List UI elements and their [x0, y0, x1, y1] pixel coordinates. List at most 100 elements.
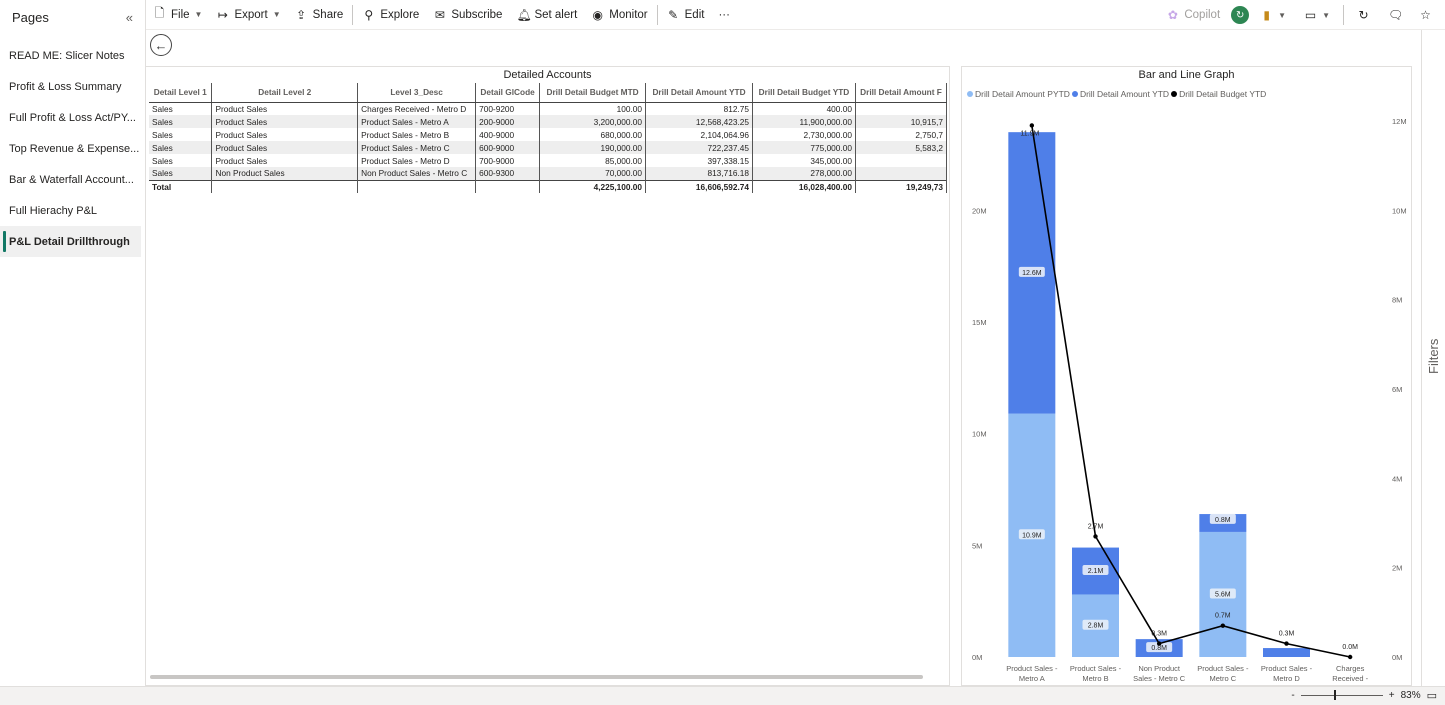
chevron-down-icon: ▼ [194, 10, 203, 19]
total-cell [357, 179, 477, 193]
copilot-icon: ✿ [1167, 8, 1178, 22]
favorite-button[interactable]: ☆ [1412, 0, 1439, 30]
zoom-in-button[interactable]: + [1388, 690, 1395, 701]
column-header[interactable]: Drill Detail Amount YTD [645, 83, 753, 103]
data-label-budget: 0.7M [1215, 613, 1231, 620]
fit-page-icon[interactable]: ▭ [1426, 690, 1437, 702]
y-right-tick-label: 8M [1392, 296, 1402, 305]
monitor-label: Monitor [609, 8, 648, 21]
legend-label: Drill Detail Amount YTD [1079, 89, 1170, 99]
refresh-icon: ↻ [1358, 8, 1369, 22]
column-header[interactable]: Drill Detail Budget MTD [539, 83, 647, 103]
table-cell: 700-9000 [475, 154, 541, 167]
report-canvas: ← Detailed Accounts Detail Level 1 Detail… [146, 30, 1421, 687]
column-header[interactable]: Detail Level 2 [211, 83, 359, 103]
bar-and-line-chart[interactable]: Bar and Line Graph Drill Detail Amount P… [961, 66, 1412, 687]
table-cell: 100.00 [539, 102, 647, 115]
bookmark-menu[interactable]: ▮ ▼ [1253, 0, 1293, 30]
export-label: Export [234, 8, 268, 21]
x-category-label: Product Sales - [1197, 664, 1249, 673]
x-category-label: Metro A [1019, 674, 1045, 683]
table-cell: Product Sales - Metro C [357, 141, 477, 154]
x-category-label: Metro D [1337, 684, 1364, 687]
toolbar: 🗋 File ▼ ↦ Export ▼ ⇪ Share ⚲ Explore ✉ … [146, 0, 1445, 30]
budget-ytd-point [1029, 123, 1035, 128]
arrow-left-icon: ← [154, 37, 168, 53]
page-item[interactable]: Full Profit & Loss Act/PY... [9, 111, 136, 124]
table-cell: Sales [149, 141, 213, 154]
table-row[interactable]: Sales Product Sales Product Sales - Metro … [149, 115, 947, 128]
collapse-icon[interactable]: « [125, 9, 133, 25]
legend-item[interactable]: Drill Detail Budget YTD [1171, 89, 1266, 99]
detailed-accounts-table[interactable]: Detailed Accounts Detail Level 1 Detail L… [146, 66, 950, 686]
more-label: ··· [718, 8, 730, 21]
table-cell: 12,568,423.25 [645, 115, 753, 128]
table-row[interactable]: Sales Product Sales Product Sales - Metro … [149, 154, 947, 167]
table-cell: 722,237.45 [645, 141, 753, 154]
filters-label: Filters [1426, 338, 1441, 374]
table-cell: 600-9000 [475, 141, 541, 154]
table-cell: Product Sales - Metro D [357, 154, 477, 167]
y-left-tick-label: 20M [972, 206, 987, 215]
page-item[interactable]: Profit & Loss Summary [9, 80, 122, 93]
table-row[interactable]: Sales Non Product Sales Non Product Sales … [149, 167, 947, 180]
zoom-slider[interactable] [1300, 690, 1383, 700]
table-cell: Sales [149, 167, 213, 180]
legend-item[interactable]: Drill Detail Amount PYTD [967, 89, 1070, 99]
copilot-button[interactable]: ✿ Copilot [1159, 0, 1227, 30]
table-cell: Sales [149, 102, 213, 115]
column-header[interactable]: Detail Level 1 [149, 83, 213, 103]
data-label-budget: 0.3M [1151, 631, 1167, 638]
table-row[interactable]: Sales Product Sales Product Sales - Metro … [149, 141, 947, 154]
monitor-button[interactable]: ◉ Monitor [584, 0, 654, 30]
set-alert-button[interactable]: 🔔︎ Set alert [509, 0, 584, 30]
column-header[interactable]: Level 3_Desc [357, 83, 477, 103]
refresh-status-icon[interactable]: ↻ [1231, 6, 1250, 24]
column-header[interactable]: Drill Detail Amount F [855, 83, 947, 103]
export-menu[interactable]: ↦ Export ▼ [209, 0, 287, 30]
bookmark-icon: ▮ [1263, 8, 1270, 22]
table-cell: Product Sales [211, 115, 359, 128]
zoom-slider-thumb[interactable] [1333, 690, 1336, 700]
page-item[interactable]: P&L Detail Drillthrough [0, 226, 141, 257]
table-cell: Non Product Sales - Metro C [357, 167, 477, 180]
data-label-budget: 11.9M [1020, 130, 1039, 137]
page-item[interactable]: Full Hierachy P&L [9, 204, 98, 217]
column-header[interactable]: Drill Detail Budget YTD [752, 83, 856, 103]
pages-pane: Pages « READ ME: Slicer Notes Profit & Lo… [0, 0, 146, 686]
monitor-icon: ◉ [592, 7, 604, 22]
file-menu[interactable]: 🗋 File ▼ [146, 0, 209, 30]
y-right-tick-label: 6M [1392, 385, 1402, 394]
comment-button[interactable]: 🗨︎ [1381, 0, 1408, 30]
data-label-pytd: 5.6M [1215, 591, 1231, 598]
share-button[interactable]: ⇪ Share [288, 0, 351, 30]
zoom-out-button[interactable]: - [1291, 690, 1295, 701]
page-item[interactable]: Bar & Waterfall Account... [9, 173, 134, 186]
refresh-button[interactable]: ↻ [1350, 0, 1377, 30]
chart-legend: Drill Detail Amount PYTD Drill Detail Amo… [967, 89, 1266, 99]
x-category-label: Charges [1336, 664, 1365, 673]
table-cell: 813,716.18 [645, 167, 753, 180]
table-scroll-area[interactable]: Detail Level 1 Detail Level 2 Level 3_Desc… [149, 83, 947, 193]
explore-button[interactable]: ⚲ Explore [355, 0, 426, 30]
horizontal-scrollbar[interactable] [150, 675, 923, 679]
filters-pane[interactable]: Filters [1421, 30, 1445, 686]
legend-label: Drill Detail Amount PYTD [975, 89, 1070, 99]
data-label-pytd: 10.9M [1022, 532, 1042, 539]
zoom-control: - + 83% ▭ [1291, 689, 1437, 702]
subscribe-button[interactable]: ✉ Subscribe [426, 0, 509, 30]
more-options-button[interactable]: ··· [711, 0, 737, 30]
back-button[interactable]: ← [150, 34, 172, 56]
edit-button[interactable]: ✎ Edit [660, 0, 712, 30]
legend-item[interactable]: Drill Detail Amount YTD [1071, 89, 1170, 99]
table-cell: 400-9000 [475, 128, 541, 141]
table-row[interactable]: Sales Product Sales Product Sales - Metro … [149, 128, 947, 141]
view-menu[interactable]: ▭ ▼ [1297, 0, 1337, 30]
page-item[interactable]: Top Revenue & Expense... [9, 142, 140, 155]
page-item[interactable]: READ ME: Slicer Notes [9, 49, 125, 62]
column-header[interactable]: Detail GlCode [475, 83, 541, 103]
budget-ytd-point [1347, 654, 1353, 660]
chevron-down-icon: ▼ [1278, 10, 1287, 20]
pencil-icon: ✎ [668, 7, 679, 22]
table-row[interactable]: Sales Product Sales Charges Received - Met… [149, 102, 947, 115]
